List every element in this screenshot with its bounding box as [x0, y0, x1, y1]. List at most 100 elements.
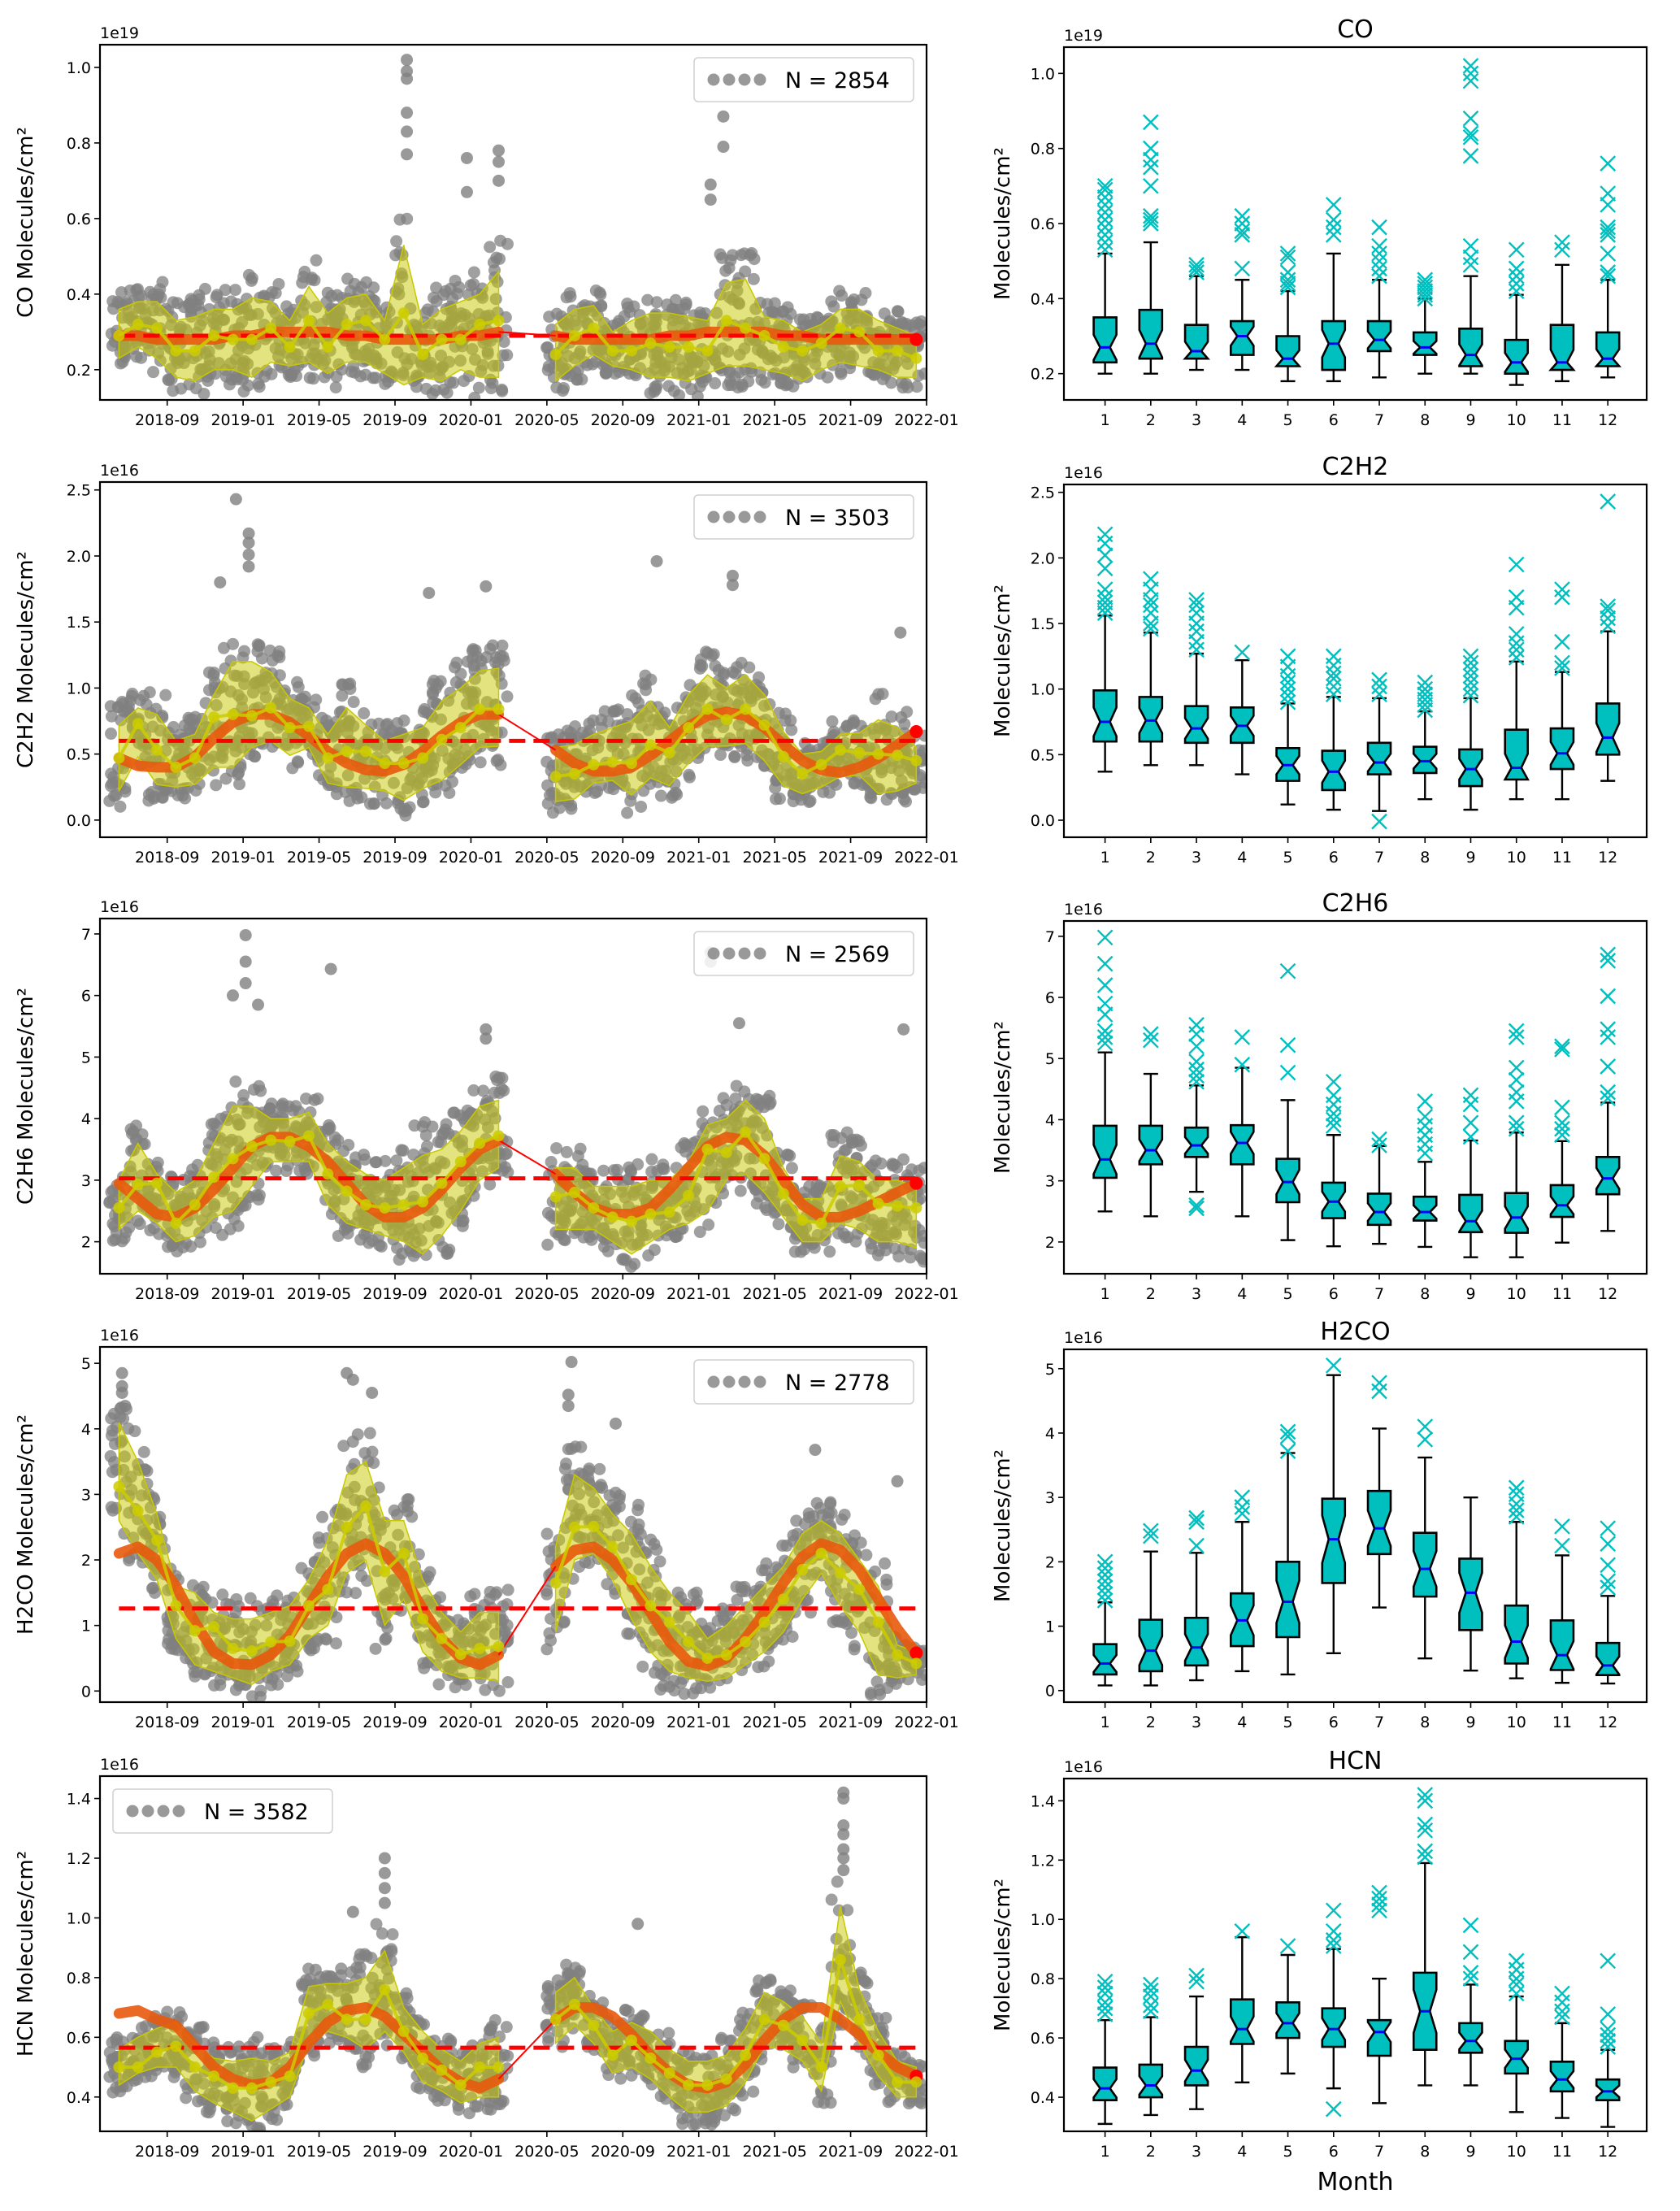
monthly-mean-point	[797, 1214, 809, 1227]
scatter-point	[558, 1616, 571, 1629]
monthly-mean-point	[910, 1201, 922, 1214]
monthly-mean-point	[245, 710, 258, 722]
scatter-point	[865, 792, 878, 805]
scatter-point	[107, 1407, 120, 1420]
monthly-mean-point	[853, 326, 866, 338]
scatter-point	[310, 254, 323, 267]
monthly-mean-point	[892, 1648, 904, 1661]
scatter-point	[728, 749, 741, 762]
scatter-point	[134, 693, 147, 706]
scatter-point	[712, 664, 725, 677]
legend-box	[693, 57, 914, 102]
scatter-point	[847, 714, 860, 727]
x-tick-label: 2021-01	[666, 849, 731, 867]
scatter-point	[271, 1589, 284, 1602]
scatter-point	[739, 265, 752, 278]
monthly-mean-point	[208, 1171, 220, 1184]
y-tick-label: 6	[81, 988, 91, 1006]
legend-marker-icon	[738, 73, 751, 86]
scatter-point	[237, 651, 250, 664]
scatter-outlier-point	[324, 962, 337, 975]
scatter-point	[825, 1506, 838, 1519]
fit-gap-connector	[497, 714, 557, 751]
x-tick-label: 2020-05	[514, 411, 579, 429]
scatter-point	[636, 1660, 649, 1673]
legend-label: N = 2854	[785, 68, 890, 93]
legend-box	[693, 494, 914, 540]
monthly-mean-point	[454, 722, 467, 734]
scatter-point	[709, 377, 722, 390]
scatter-point	[429, 786, 442, 799]
scatter-point	[827, 300, 840, 313]
scatter-point	[624, 1515, 637, 1528]
monthly-mean-point	[341, 1185, 353, 1197]
monthly-mean-point	[265, 702, 277, 714]
monthly-mean-point	[208, 1621, 220, 1633]
y-axis-label: H2CO Molecules/cm²	[14, 1414, 38, 1635]
monthly-mean-point	[740, 1126, 752, 1138]
scatter-point	[541, 779, 554, 792]
scatter-point	[603, 1489, 616, 1502]
x-tick-label: 2020-09	[591, 411, 655, 429]
scatter-point	[401, 212, 414, 225]
scatter-point	[295, 1562, 308, 1575]
scatter-point	[369, 1642, 382, 1655]
scatter-outlier-point	[242, 560, 255, 573]
monthly-mean-point	[189, 1199, 201, 1211]
scatter-point	[372, 1481, 385, 1494]
scatter-point	[185, 302, 198, 315]
monthly-mean-point	[189, 1625, 201, 1637]
scatter-point	[490, 754, 503, 767]
scatter-point	[219, 772, 232, 785]
y-tick-label: 2.0	[67, 548, 91, 566]
monthly-mean-point	[853, 1583, 866, 1596]
legend-marker-icon	[753, 947, 766, 960]
scatter-point	[901, 381, 914, 394]
scatter-point	[183, 722, 196, 735]
monthly-mean-point	[872, 748, 884, 760]
monthly-mean-point	[834, 1567, 846, 1579]
scatter-point	[295, 693, 308, 706]
scatter-point	[224, 295, 237, 308]
scatter-point	[823, 1245, 836, 1258]
scatter-outlier-point	[346, 1373, 359, 1386]
scatter-point	[198, 282, 211, 295]
monthly-mean-point	[397, 1547, 410, 1559]
y-exponent-label: 1e16	[100, 898, 139, 916]
x-tick-label: 2018-09	[135, 1714, 199, 1731]
scatter-point	[390, 1154, 403, 1167]
monthly-mean-point	[341, 745, 353, 758]
monthly-mean-point	[360, 745, 372, 758]
monthly-mean-point	[454, 1156, 467, 1168]
scatter-point	[497, 654, 510, 667]
scatter-point	[166, 1638, 179, 1651]
scatter-point	[612, 703, 625, 716]
scatter-point	[632, 1158, 645, 1171]
monthly-mean-point	[322, 1583, 334, 1596]
scatter-point	[657, 1679, 670, 1692]
scatter-point	[105, 710, 118, 723]
scatter-point	[919, 1669, 927, 1682]
scatter-point	[142, 788, 155, 801]
scatter-point	[897, 793, 910, 806]
legend-marker-icon	[707, 1375, 720, 1388]
scatter-point	[501, 690, 514, 703]
monthly-mean-point	[113, 1201, 125, 1214]
monthly-mean-point	[701, 345, 714, 357]
monthly-mean-point	[265, 1635, 277, 1648]
monthly-mean-point	[436, 1632, 448, 1644]
scatter-point	[880, 1578, 893, 1591]
monthly-mean-point	[777, 1188, 789, 1200]
monthly-mean-point	[815, 1547, 827, 1559]
y-tick-label: 3	[81, 1486, 91, 1504]
scatter-point	[654, 789, 667, 802]
scatter-point	[193, 1583, 206, 1596]
monthly-mean-point	[284, 1635, 296, 1648]
legend-marker-icon	[723, 510, 736, 523]
legend-marker-icon	[753, 510, 766, 523]
scatter-outlier-point	[214, 576, 227, 589]
scatter-outlier-point	[242, 536, 255, 549]
scatter-outlier-point	[242, 548, 255, 561]
scatter-point	[496, 384, 509, 397]
